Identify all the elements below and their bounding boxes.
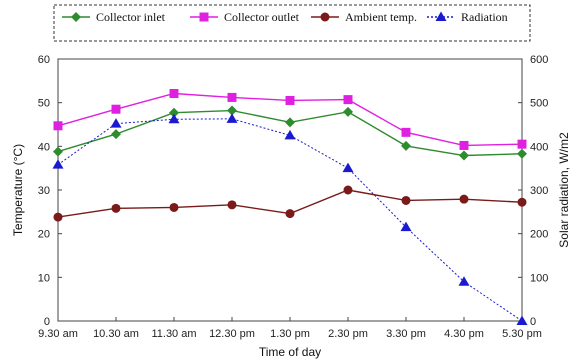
data-point (53, 146, 63, 157)
data-point (168, 113, 180, 124)
data-point (71, 12, 81, 22)
y-tick-label-right: 200 (530, 229, 548, 241)
series-radiation (52, 113, 528, 325)
data-point (53, 212, 63, 222)
x-tick-label: 5.30 pm (502, 328, 542, 340)
y-axis-label-left: Temperature (°C) (11, 144, 25, 236)
y-tick-label-right: 500 (530, 98, 548, 110)
y-tick-label-right: 600 (530, 54, 548, 66)
legend-item: Radiation (427, 10, 508, 24)
legend-item: Collector outlet (190, 10, 300, 24)
legend-label: Ambient temp. (345, 10, 417, 24)
data-point (169, 88, 179, 98)
data-point (401, 127, 411, 137)
series-line (57, 118, 523, 322)
data-point (517, 197, 527, 207)
series-ambient-temp (53, 185, 527, 222)
data-point (320, 12, 330, 22)
data-point (401, 195, 411, 205)
y-tick-label-right: 300 (530, 185, 548, 197)
data-point (111, 129, 121, 140)
y-tick-label-left: 0 (44, 316, 50, 328)
data-point (111, 104, 121, 114)
data-point (169, 107, 179, 118)
x-tick-label: 4.30 pm (444, 328, 484, 340)
data-point (227, 105, 237, 116)
series-collector-outlet (53, 88, 527, 150)
data-point (343, 106, 353, 117)
data-point (110, 118, 122, 128)
data-point (226, 113, 238, 123)
x-tick-label: 1.30 pm (270, 328, 310, 340)
data-point (517, 139, 527, 149)
data-point (111, 203, 121, 213)
y-tick-label-left: 30 (38, 185, 50, 197)
series-collector-inlet (53, 105, 527, 161)
legend: Collector inlet Collector outlet Ambient t… (53, 4, 531, 42)
data-point (343, 185, 353, 195)
data-point (169, 202, 179, 212)
x-tick-label: 3.30 pm (386, 328, 426, 340)
x-tick-label: 12.30 pm (209, 328, 255, 340)
legend-label: Radiation (461, 10, 508, 24)
legend-item: Ambient temp. (311, 10, 417, 24)
y-tick-label-left: 20 (38, 229, 50, 241)
data-point (285, 117, 295, 128)
x-tick-label: 9.30 am (38, 328, 78, 340)
data-point (400, 221, 412, 232)
data-point (285, 95, 295, 105)
data-point (516, 315, 528, 325)
y-tick-label-right: 0 (530, 316, 536, 328)
y-tick-label-left: 10 (38, 272, 50, 284)
y-tick-label-left: 50 (38, 98, 50, 110)
legend-box (53, 4, 531, 42)
x-axis-label: Time of day (259, 345, 321, 359)
data-point (517, 148, 527, 159)
y-axis-label-right: Solar radiation, W/m2 (557, 132, 571, 248)
data-point (459, 194, 469, 204)
data-point (285, 209, 295, 219)
y-tick-label-right: 400 (530, 141, 548, 153)
x-tick-label: 10.30 am (93, 328, 139, 340)
data-point (227, 200, 237, 210)
data-point (458, 276, 470, 286)
y-tick-label-right: 100 (530, 272, 548, 284)
y-tick-label-left: 60 (38, 54, 50, 66)
data-point (199, 12, 209, 22)
data-point (52, 159, 64, 169)
data-point (459, 140, 469, 150)
data-point (435, 11, 447, 21)
legend-label: Collector inlet (96, 10, 166, 24)
data-point (53, 121, 63, 131)
data-point (459, 150, 469, 161)
data-point (284, 129, 296, 140)
x-tick-label: 2.30 pm (328, 328, 368, 340)
legend-label: Collector outlet (224, 10, 300, 24)
data-point (401, 140, 411, 151)
data-point (343, 95, 353, 105)
legend-item: Collector inlet (62, 10, 166, 24)
data-point (227, 92, 237, 102)
data-point (342, 162, 354, 173)
x-tick-label: 11.30 am (151, 328, 196, 340)
y-tick-label-left: 40 (38, 141, 50, 153)
